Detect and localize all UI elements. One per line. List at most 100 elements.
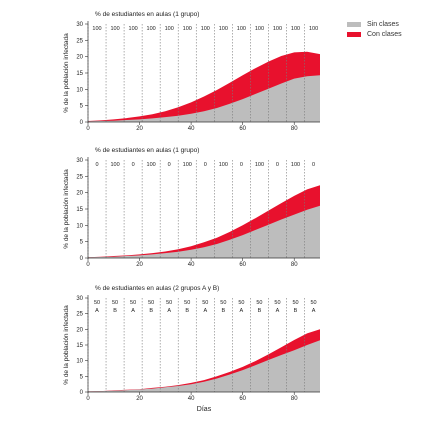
x-tick-label: 40: [188, 126, 195, 132]
schedule-label: 0: [312, 162, 315, 168]
y-tick-label: 20: [76, 55, 83, 61]
legend: Sin clases Con clases: [347, 20, 402, 40]
series-area-sin-clases: [88, 340, 320, 392]
schedule-label: 100: [110, 162, 119, 168]
legend-swatch-sin-clases: [347, 22, 361, 27]
x-tick-label: 0: [86, 262, 90, 268]
schedule-label: 100: [110, 26, 119, 32]
x-tick-label: 20: [136, 262, 143, 268]
y-tick-label: 5: [80, 104, 84, 110]
schedule-label: 100: [291, 162, 300, 168]
schedule-label: A: [240, 308, 244, 314]
schedule-label: 0: [168, 162, 171, 168]
schedule-label: 100: [183, 162, 192, 168]
y-tick-label: 10: [76, 359, 83, 365]
x-axis-label: Días: [197, 406, 212, 413]
legend-label-con-clases: Con clases: [367, 31, 402, 38]
schedule-label: B: [294, 308, 298, 314]
y-tick-label: 30: [76, 158, 83, 164]
schedule-label: 50: [148, 300, 154, 306]
y-tick-label: 20: [76, 327, 83, 333]
schedule-label: 0: [132, 162, 135, 168]
schedule-label: 100: [291, 26, 300, 32]
schedule-label: 50: [184, 300, 190, 306]
schedule-label: A: [203, 308, 207, 314]
y-tick-label: 20: [76, 191, 83, 197]
schedule-label: A: [312, 308, 316, 314]
schedule-label: 50: [292, 300, 298, 306]
schedule-label: 100: [255, 162, 264, 168]
y-tick-label: 15: [76, 71, 83, 77]
y-tick-label: 15: [76, 343, 83, 349]
schedule-label: 50: [166, 300, 172, 306]
y-tick-label: 15: [76, 207, 83, 213]
schedule-label: B: [258, 308, 262, 314]
y-tick-label: 25: [76, 174, 83, 180]
y-tick-label: 30: [76, 296, 83, 302]
y-tick-label: 0: [80, 120, 84, 126]
y-tick-label: 5: [80, 240, 84, 246]
chart-title: % de estudiantes en aulas (1 grupo): [95, 147, 199, 154]
schedule-label: 0: [276, 162, 279, 168]
legend-swatch-con-clases: [347, 32, 361, 37]
x-tick-label: 40: [188, 262, 195, 268]
schedule-label: 50: [274, 300, 280, 306]
y-axis-label: % de la población infectada: [63, 305, 70, 385]
schedule-label: 0: [204, 162, 207, 168]
schedule-label: 50: [94, 300, 100, 306]
schedule-label: 100: [255, 26, 264, 32]
legend-label-sin-clases: Sin clases: [367, 21, 399, 28]
y-tick-label: 10: [76, 87, 83, 93]
x-tick-label: 40: [188, 396, 195, 402]
x-tick-label: 0: [86, 126, 90, 132]
schedule-label: B: [113, 308, 117, 314]
chart-title: % de estudiantes en aulas (2 grupos A y …: [95, 285, 219, 292]
x-tick-label: 80: [291, 396, 298, 402]
schedule-label: 100: [273, 26, 282, 32]
schedule-label: A: [276, 308, 280, 314]
schedule-label: 100: [237, 26, 246, 32]
y-tick-label: 5: [80, 374, 84, 380]
schedule-label: 50: [220, 300, 226, 306]
y-tick-label: 0: [80, 390, 84, 396]
x-tick-label: 20: [136, 396, 143, 402]
y-tick-label: 30: [76, 22, 83, 28]
schedule-label: 100: [219, 26, 228, 32]
schedule-label: 100: [165, 26, 174, 32]
y-tick-label: 25: [76, 312, 83, 318]
schedule-label: B: [221, 308, 225, 314]
schedule-label: 0: [95, 162, 98, 168]
schedule-label: 100: [147, 162, 156, 168]
schedule-label: 100: [129, 26, 138, 32]
series-area-sin-clases: [88, 205, 320, 258]
schedule-label: 100: [201, 26, 210, 32]
x-tick-label: 60: [239, 126, 246, 132]
schedule-label: 50: [202, 300, 208, 306]
schedule-label: 100: [183, 26, 192, 32]
schedule-label: A: [95, 308, 99, 314]
x-tick-label: 20: [136, 126, 143, 132]
y-tick-label: 0: [80, 256, 84, 262]
schedule-label: 100: [147, 26, 156, 32]
chart-title: % de estudiantes en aulas (1 grupo): [95, 11, 199, 18]
x-tick-label: 80: [291, 262, 298, 268]
y-axis-label: % de la población infectada: [63, 169, 70, 249]
y-tick-label: 10: [76, 223, 83, 229]
schedule-label: 50: [238, 300, 244, 306]
series-area-sin-clases: [88, 75, 320, 122]
schedule-label: 100: [309, 26, 318, 32]
schedule-label: 100: [92, 26, 101, 32]
schedule-label: A: [131, 308, 135, 314]
schedule-label: 50: [310, 300, 316, 306]
schedule-label: A: [167, 308, 171, 314]
legend-item-con-clases: Con clases: [347, 30, 402, 39]
schedule-label: 50: [256, 300, 262, 306]
x-tick-label: 60: [239, 262, 246, 268]
x-tick-label: 0: [86, 396, 90, 402]
schedule-label: 50: [112, 300, 118, 306]
y-axis-label: % de la población infectada: [63, 33, 70, 113]
y-tick-label: 25: [76, 38, 83, 44]
schedule-label: 100: [219, 162, 228, 168]
schedule-label: 50: [130, 300, 136, 306]
